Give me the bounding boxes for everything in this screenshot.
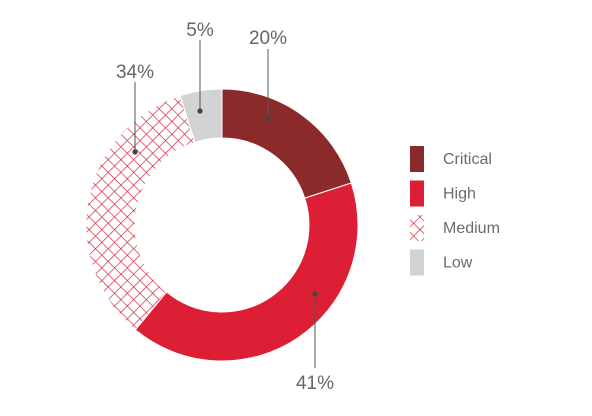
data-label-medium: 34% [116,62,154,83]
leader-dot-critical [265,115,271,121]
legend-swatch-medium [410,215,424,241]
leader-dot-low [197,108,203,114]
slice-low [179,88,223,143]
legend-label-critical: Critical [443,151,492,168]
leader-dot-high [312,291,318,297]
legend-label-low: Low [443,255,473,272]
data-label-low: 5% [186,20,214,41]
legend-swatch-high [410,180,424,207]
legend-label-high: High [443,186,476,203]
slice-high [134,182,359,362]
data-label-critical: 20% [249,28,287,49]
legend-swatch-critical [410,146,424,172]
slice-medium [85,95,196,331]
leader-dot-medium [132,149,138,155]
legend-label-medium: Medium [443,220,500,237]
data-label-high: 41% [296,373,334,394]
slice-critical [221,88,352,199]
legend-swatch-low [410,249,424,276]
